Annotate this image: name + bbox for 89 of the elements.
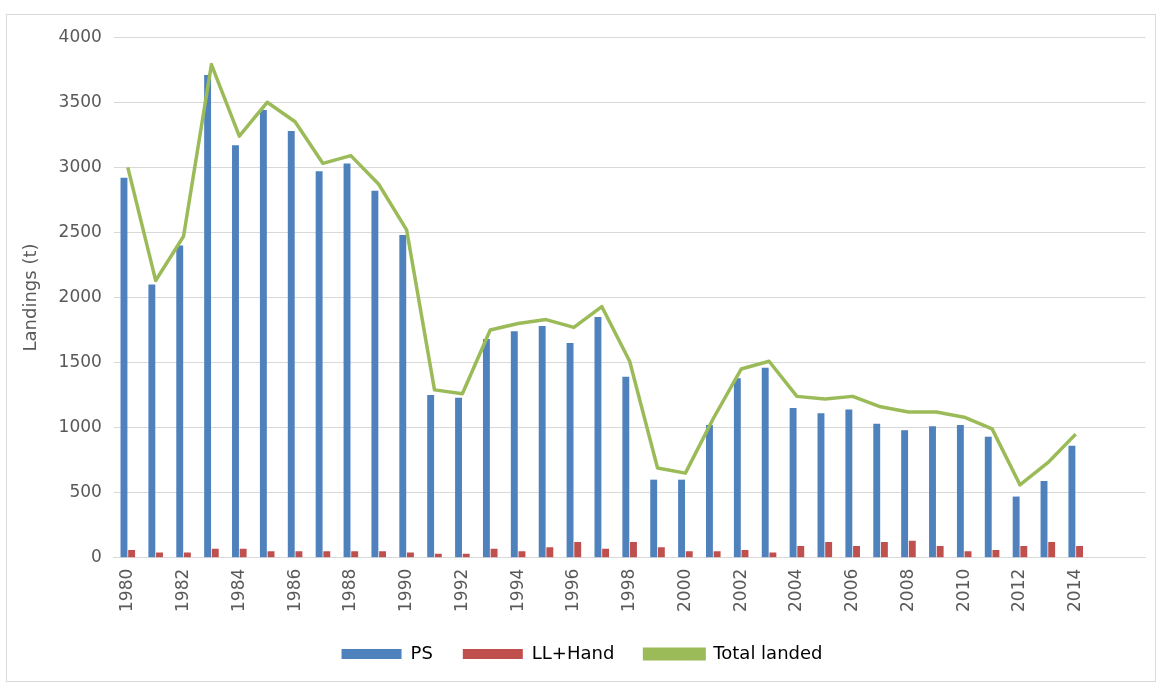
y-tick-label: 3000 xyxy=(58,155,102,176)
y-tick-label: 3500 xyxy=(58,90,102,111)
bar xyxy=(650,479,658,558)
x-tick-label: 1998 xyxy=(618,568,639,612)
bar xyxy=(1020,546,1028,558)
x-tick-label: 1984 xyxy=(227,568,248,612)
bar xyxy=(574,542,582,558)
bar xyxy=(1068,445,1076,558)
bar xyxy=(880,542,888,558)
x-tick-label: 1986 xyxy=(283,568,304,612)
bar xyxy=(678,479,686,558)
bar xyxy=(713,551,721,558)
bar xyxy=(546,547,554,558)
x-tick-label: 2000 xyxy=(673,568,694,612)
bar xyxy=(908,540,916,558)
x-tick-label: 2006 xyxy=(841,568,862,612)
bar xyxy=(295,551,303,558)
bar xyxy=(455,397,462,558)
y-tick-label: 2500 xyxy=(58,220,102,241)
bar xyxy=(128,549,136,558)
bar xyxy=(1048,542,1056,558)
bar xyxy=(232,145,239,558)
x-tick-label: 2002 xyxy=(729,568,750,612)
x-tick-label: 1994 xyxy=(506,568,527,612)
bar xyxy=(204,74,212,558)
legend-label: Total landed xyxy=(712,641,823,663)
bar xyxy=(490,548,498,558)
bar xyxy=(1076,546,1084,558)
bar xyxy=(434,553,442,558)
bar xyxy=(929,426,936,558)
bar xyxy=(148,284,156,558)
bar xyxy=(315,171,323,558)
bar xyxy=(239,548,247,558)
bar xyxy=(789,408,797,558)
bar xyxy=(873,423,881,558)
bar xyxy=(984,436,992,558)
x-tick-label: 2012 xyxy=(1008,568,1029,612)
bar xyxy=(399,235,407,558)
bar xyxy=(797,546,805,558)
bar xyxy=(323,551,331,558)
bar xyxy=(594,316,602,558)
bar xyxy=(351,551,359,558)
bar xyxy=(462,553,470,558)
bar xyxy=(287,130,295,558)
bar xyxy=(936,546,944,558)
bar xyxy=(845,409,853,558)
bar xyxy=(825,542,833,558)
bar xyxy=(379,551,387,558)
x-tick-label: 2010 xyxy=(952,568,973,612)
x-tick-label: 1996 xyxy=(562,568,583,612)
legend-label: LL+Hand xyxy=(531,641,615,663)
x-tick-label: 2014 xyxy=(1064,568,1085,612)
bar xyxy=(371,190,379,558)
bar xyxy=(482,339,490,558)
bar xyxy=(538,326,546,558)
bar xyxy=(176,245,184,558)
bar xyxy=(630,542,637,558)
bar xyxy=(853,546,860,558)
x-tick-label: 1990 xyxy=(395,568,416,612)
y-tick-label: 0 xyxy=(91,546,102,567)
bar xyxy=(211,548,219,558)
bar xyxy=(685,551,693,558)
x-tick-label: 2004 xyxy=(785,568,806,612)
x-tick-label: 1988 xyxy=(339,568,360,612)
x-tick-label: 1992 xyxy=(450,568,471,612)
y-tick-label: 1500 xyxy=(58,350,102,371)
bar xyxy=(427,395,435,558)
bar xyxy=(602,548,610,558)
bar xyxy=(566,343,574,558)
bar xyxy=(259,110,267,558)
y-tick-label: 500 xyxy=(69,481,102,502)
y-tick-label: 1000 xyxy=(58,416,102,437)
bar xyxy=(956,425,964,558)
bar xyxy=(706,425,713,558)
bar xyxy=(733,378,741,558)
y-tick-label: 4000 xyxy=(58,25,102,46)
x-tick-label: 1982 xyxy=(171,568,192,612)
x-tick-label: 1980 xyxy=(116,568,137,612)
legend-label: PS xyxy=(410,641,433,663)
bar xyxy=(992,549,1000,558)
y-axis-title: Landings (t) xyxy=(19,243,41,352)
bar xyxy=(657,547,665,558)
bar xyxy=(622,376,630,558)
bar xyxy=(510,331,518,558)
bar xyxy=(901,430,909,558)
bar xyxy=(1012,496,1020,558)
bar xyxy=(761,367,769,558)
y-tick-label: 2000 xyxy=(58,285,102,306)
x-tick-label: 2008 xyxy=(896,568,917,612)
